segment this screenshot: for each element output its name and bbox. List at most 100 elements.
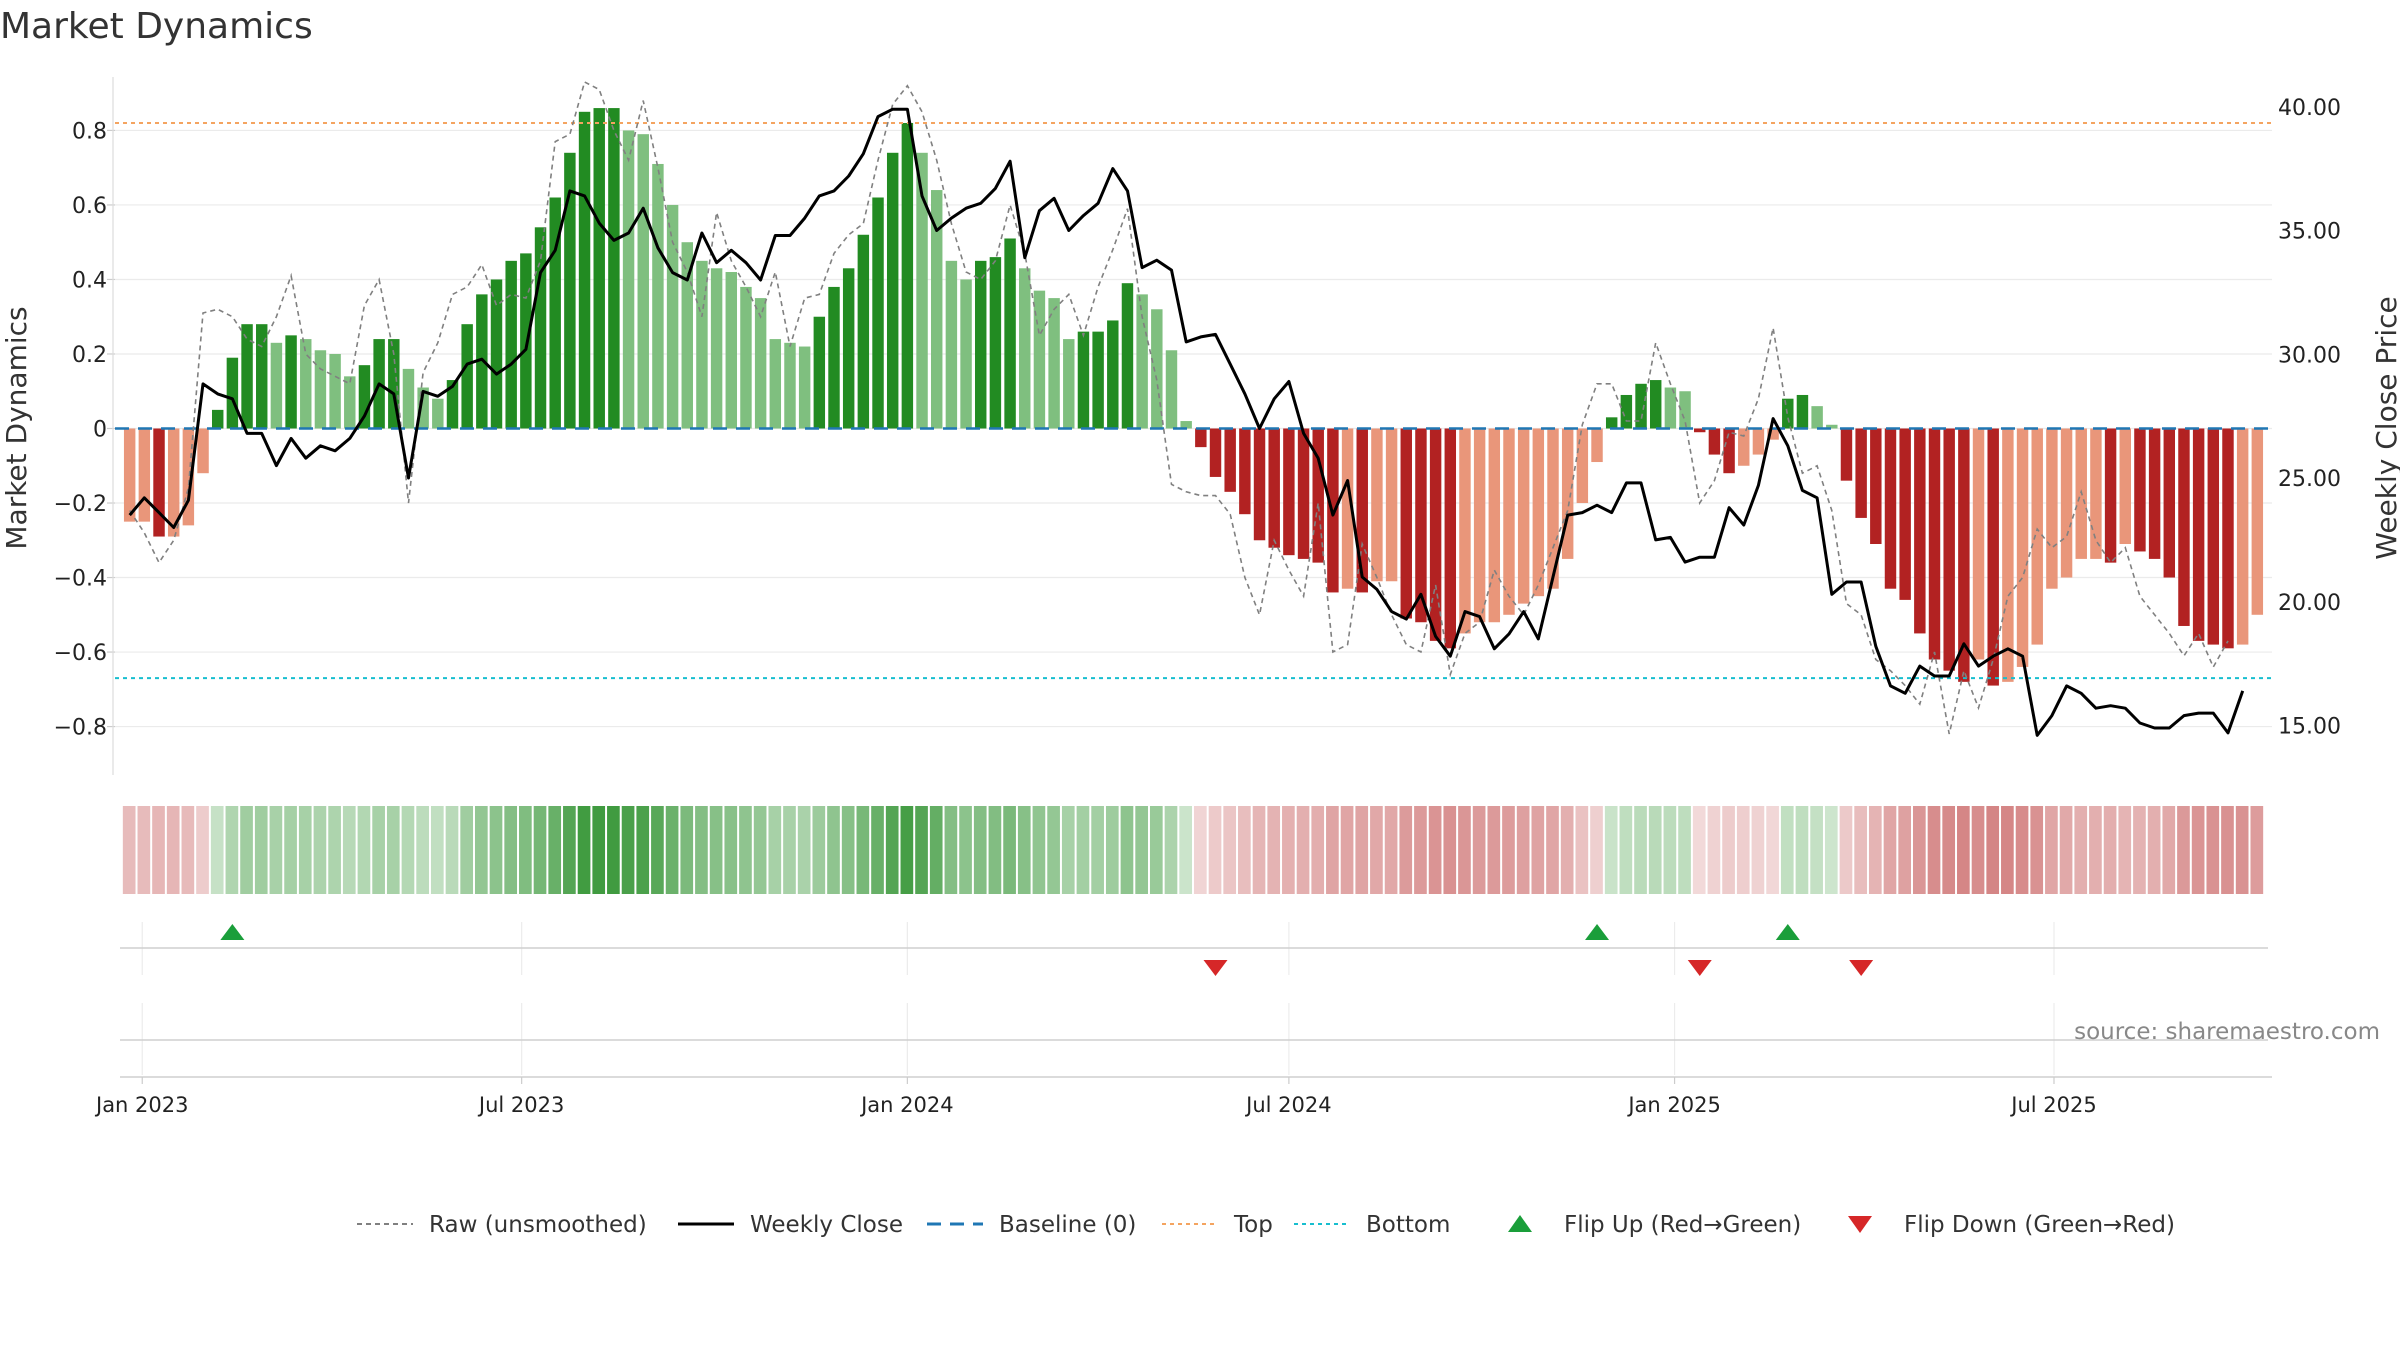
momentum-bar (1224, 428, 1236, 492)
momentum-bar (1972, 428, 1985, 660)
momentum-bar (798, 346, 811, 429)
momentum-bar (1136, 294, 1148, 429)
y-axis-label: Market Dynamics (0, 306, 33, 549)
momentum-bar (432, 398, 444, 429)
strip-cell (1370, 806, 1383, 894)
momentum-bar (1385, 428, 1398, 582)
momentum-bar (1958, 428, 1970, 682)
strip-cell (2250, 806, 2264, 894)
strip-cell (577, 806, 591, 894)
legend-label: Raw (unsmoothed) (429, 1212, 647, 1238)
strip-cell (298, 806, 312, 894)
momentum-bar (138, 428, 151, 522)
strip-cell (636, 806, 650, 894)
momentum-bar (1063, 339, 1075, 429)
momentum-bar (197, 428, 209, 474)
strip-cell (196, 806, 209, 894)
strip-cell (2162, 806, 2176, 894)
strip-cell (1810, 806, 1823, 894)
momentum-bar (945, 260, 958, 429)
momentum-bar (1620, 394, 1633, 429)
momentum-bar (637, 134, 649, 429)
strip-cell (386, 806, 400, 894)
flip-down-marker (1849, 960, 1874, 976)
momentum-bar (1708, 428, 1721, 455)
momentum-bar (285, 335, 297, 429)
x-axis: Jan 2023 Jul 2023 Jan 2024 Jul 2024 Jan 2025… (94, 1076, 2272, 1117)
strip-cell (1414, 806, 1427, 894)
momentum-bar (2192, 428, 2205, 641)
strip-cell (2133, 806, 2146, 894)
momentum-bar (916, 152, 928, 429)
momentum-bar (2148, 428, 2161, 559)
strip-cell (1898, 806, 1911, 894)
strip-cell (1868, 806, 1882, 894)
momentum-bar (123, 428, 136, 522)
strip-cell (885, 806, 899, 894)
momentum-bar (681, 242, 693, 429)
strip-cell (1384, 806, 1398, 894)
strip-cell (812, 806, 826, 894)
source-label: source: sharemaestro.com (2074, 1019, 2380, 1045)
momentum-bar (505, 260, 517, 429)
momentum-bar (1400, 428, 1412, 619)
momentum-bar (1048, 298, 1060, 429)
momentum-bar (960, 279, 972, 429)
momentum-bar (769, 339, 782, 429)
momentum-bar (1561, 428, 1574, 559)
strip-cell (269, 806, 283, 894)
momentum-bar (696, 260, 708, 429)
strip-cell (739, 806, 752, 894)
strip-cell (519, 806, 532, 894)
strip-cell (1003, 806, 1016, 894)
momentum-bar (1914, 428, 1926, 634)
legend-label: Top (1233, 1212, 1273, 1238)
strip-cell (475, 806, 488, 894)
empty-panel (120, 1003, 2268, 1075)
legend-label: Baseline (0) (999, 1212, 1136, 1238)
momentum-bar (1738, 428, 1750, 466)
momentum-bar (1576, 428, 1589, 504)
y-tick-label: −0.6 (54, 641, 107, 666)
strip-cell (1502, 806, 1515, 894)
strip-cell (1355, 806, 1369, 894)
momentum-bar (2046, 428, 2058, 589)
momentum-bar (2119, 428, 2131, 544)
y-tick-label: 0.8 (72, 119, 107, 144)
strip-cell (137, 806, 151, 894)
strip-cell (504, 806, 518, 894)
momentum-bar (1253, 428, 1266, 541)
strip-cell (1722, 806, 1735, 894)
strip-cell (1311, 806, 1325, 894)
strip-cell (1120, 806, 1134, 894)
x-tick-label: Jul 2025 (2009, 1093, 2096, 1117)
momentum-bar (2002, 428, 2014, 682)
legend-label: Flip Up (Red→Green) (1564, 1212, 1801, 1238)
strip-cell (1663, 806, 1677, 894)
momentum-bar (1591, 428, 1603, 463)
strip-cell (1458, 806, 1471, 894)
flip-down-marker (1203, 960, 1228, 976)
momentum-bar (153, 428, 165, 537)
strip-cell (1047, 806, 1060, 894)
y-tick-label: 0.2 (72, 343, 107, 368)
momentum-bar (1239, 428, 1251, 515)
momentum-bar (1605, 417, 1618, 429)
momentum-bar (1943, 428, 1955, 671)
strip-cell (1017, 806, 1031, 894)
momentum-bar (578, 111, 591, 429)
momentum-bar (182, 428, 195, 526)
momentum-bar (1752, 428, 1765, 455)
legend-flip-down-swatch (1848, 1216, 1872, 1233)
axes: 0.8 0.6 0.4 0.2 0 −0.2 −0.4 −0.6 −0.8 40.00 35.00 3… (54, 77, 2341, 775)
momentum-bar (549, 197, 561, 429)
strip-cell (827, 806, 840, 894)
momentum-bar (2163, 428, 2176, 578)
strip-cell (856, 806, 870, 894)
momentum-bar (989, 257, 1002, 429)
strip-cell (915, 806, 928, 894)
momentum-bar (1033, 290, 1046, 429)
momentum-bar (490, 279, 503, 429)
strip-cell (357, 806, 371, 894)
momentum-bar (388, 339, 400, 429)
